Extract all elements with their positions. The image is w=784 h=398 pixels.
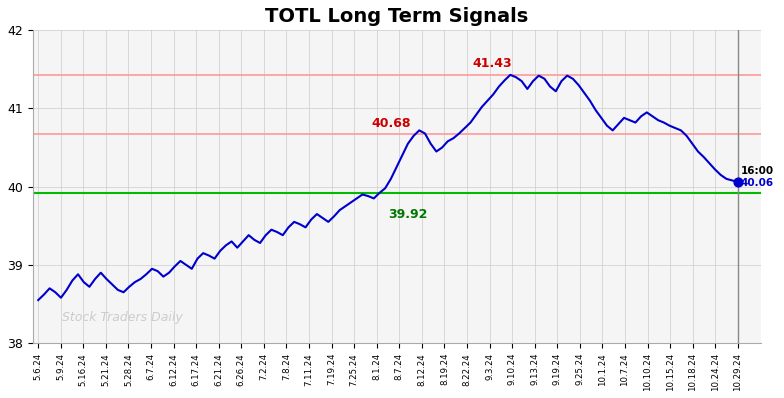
Text: Stock Traders Daily: Stock Traders Daily: [62, 311, 183, 324]
Point: [731, 179, 744, 185]
Text: 16:00: 16:00: [741, 166, 774, 176]
Title: TOTL Long Term Signals: TOTL Long Term Signals: [265, 7, 528, 26]
Text: 40.06: 40.06: [741, 178, 774, 188]
Text: 41.43: 41.43: [473, 57, 512, 70]
Text: 39.92: 39.92: [388, 208, 427, 221]
Text: 40.68: 40.68: [371, 117, 411, 130]
